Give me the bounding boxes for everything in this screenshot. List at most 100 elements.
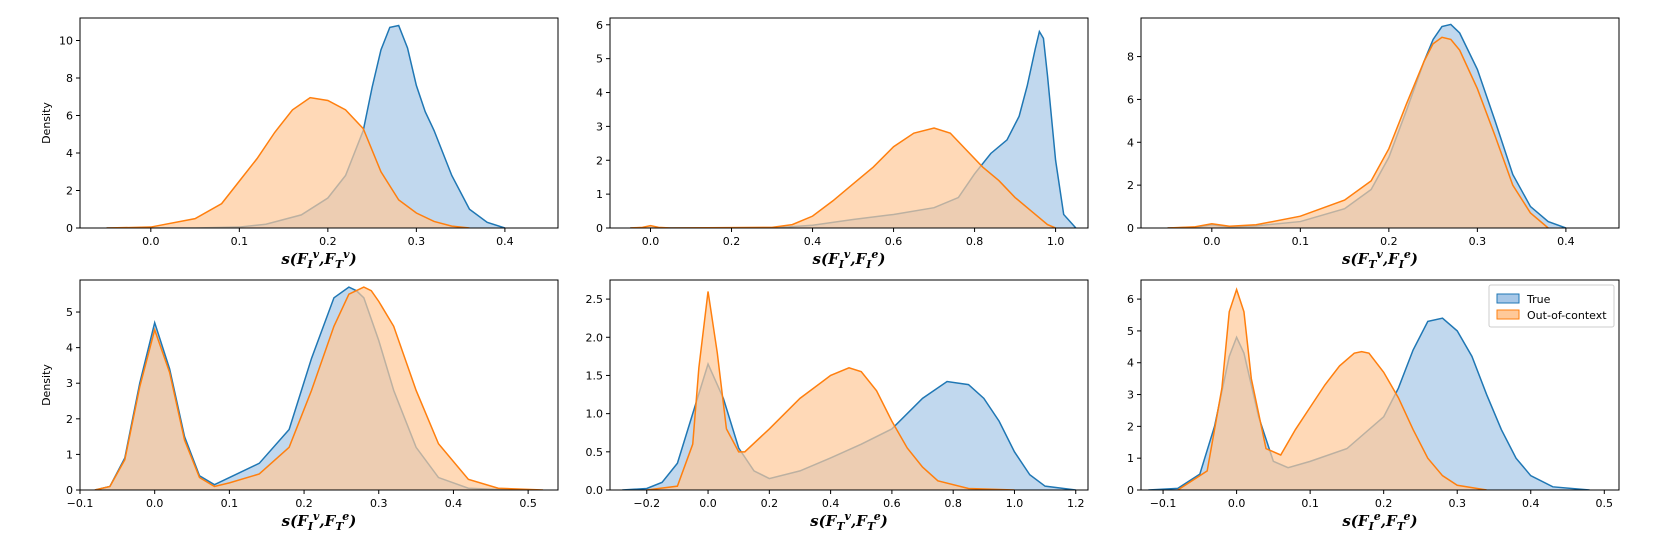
legend-box [1488,284,1615,328]
y-tick-label: 2 [596,154,603,167]
x-tick-label: 0.5 [1596,497,1614,510]
x-tick-label: 0.4 [496,235,514,248]
axes-frame [79,279,559,491]
y-tick-label: 5 [596,53,603,66]
x-tick-label: 0.0 [1228,497,1246,510]
x-tick-label: 0.1 [1301,497,1319,510]
y-axis-label: Density [40,364,53,406]
y-tick-label: 6 [66,110,73,123]
y-tick-label: 1.0 [586,408,604,421]
y-tick-label: 5 [1127,325,1134,338]
x-axis-label: s(FIv,FTe) [282,510,357,533]
x-tick-label: 1.0 [1006,497,1024,510]
y-tick-label: 0.0 [586,484,604,497]
panel-1: 0.0 0.1 0.2 0.3 0.4 0 2 4 6 8 10 Density s(FIv,FTv) [40,17,559,271]
legend-label-ooc: Out-of-context [1527,309,1607,322]
y-tick-label: 4 [596,87,603,100]
x-tick-label: 0.4 [445,497,463,510]
x-tick-label: 0.2 [761,497,779,510]
y-tick-label: 2 [1127,420,1134,433]
panel-5: −0.2 0.0 0.2 0.4 0.6 0.8 1.0 1.2 0.0 0.5 1.0 1.5 2.0… [586,279,1089,533]
x-tick-label: 0.8 [944,497,962,510]
y-tick-label: 0 [1127,222,1134,235]
x-axis-label: s(FTv,FIe) [1342,248,1418,271]
legend-label-true: True [1526,293,1551,306]
legend-swatch-true [1496,293,1520,304]
x-axis-label: s(FIe,FTe) [1342,510,1417,533]
x-tick-label: 0.2 [723,235,741,248]
x-tick-label: 0.1 [231,235,249,248]
x-tick-label: 0.3 [1448,497,1466,510]
y-tick-label: 0 [66,484,73,497]
x-tick-label: 0.0 [1203,235,1221,248]
x-tick-label: 0.8 [966,235,984,248]
x-tick-label: 0.4 [1522,497,1540,510]
x-axis-label: s(FIv,FIe) [813,248,886,271]
x-tick-label: −0.2 [633,497,660,510]
y-tick-label: 3 [596,120,603,133]
x-tick-label: 0.2 [295,497,313,510]
y-tick-label: 6 [1127,293,1134,306]
y-tick-label: 8 [1127,51,1134,64]
legend-swatch-ooc [1496,309,1520,320]
y-axis-label: Density [40,102,53,144]
density-area-ooc [106,97,470,228]
x-tick-label: 0.0 [642,235,660,248]
plot-area [94,286,544,490]
y-tick-label: 1 [596,188,603,201]
x-tick-label: 0.1 [1292,235,1310,248]
y-tick-label: 1 [1127,452,1134,465]
y-tick-label: 0.5 [586,446,604,459]
axes-frame [1140,279,1620,491]
y-tick-label: 2.5 [586,293,604,306]
y-tick-label: 0 [596,222,603,235]
x-tick-label: 0.4 [804,235,822,248]
density-area-ooc [1177,289,1487,490]
axes-frame [1140,17,1620,229]
axes-frame [79,17,559,229]
panel-6: −0.1 0.0 0.1 0.2 0.3 0.4 0.5 0 1 2 3 4 5 6 s(FIe,FTe) [1127,279,1620,533]
y-tick-label: 2.0 [586,331,604,344]
axes-frame [609,279,1089,491]
plot-area [106,24,506,228]
y-tick-label: 8 [66,72,73,85]
x-tick-label: 1.2 [1067,497,1085,510]
x-tick-label: 0.2 [1380,235,1398,248]
x-tick-label: 0.2 [1375,497,1393,510]
y-tick-label: 2 [66,413,73,426]
density-line-ooc [94,286,544,490]
x-tick-label: 0.1 [221,497,239,510]
x-tick-label: 0.4 [1557,235,1575,248]
y-tick-label: 0 [66,222,73,235]
density-line-ooc [1177,287,1487,490]
x-tick-label: −0.1 [67,497,94,510]
plot-area [1148,287,1590,490]
y-tick-label: 0 [1127,484,1134,497]
x-tick-label: 0.6 [883,497,901,510]
x-axis-label: s(FIv,FTv) [281,248,356,271]
x-tick-label: 0.3 [1469,235,1487,248]
x-tick-label: 0.5 [519,497,537,510]
y-tick-label: 4 [66,147,73,160]
density-area-ooc [646,291,1015,490]
y-tick-label: 1.5 [586,369,604,382]
y-tick-label: 4 [1127,136,1134,149]
density-line-ooc [1167,36,1549,228]
y-tick-label: 2 [1127,179,1134,192]
x-tick-label: 0.3 [408,235,426,248]
plot-area [1167,23,1567,228]
x-tick-label: −0.1 [1150,497,1177,510]
y-tick-label: 6 [596,19,603,32]
y-tick-label: 5 [66,306,73,319]
x-axis-label: s(FTv,FTe) [810,510,888,533]
density-area-ooc [94,287,544,490]
y-tick-label: 1 [66,448,73,461]
y-tick-label: 2 [66,185,73,198]
legend: True Out-of-context [1488,284,1615,328]
panel-2: 0.0 0.2 0.4 0.6 0.8 1.0 0 1 2 3 4 5 6 s(FIv,FIe) [596,17,1089,271]
x-tick-label: 0.0 [142,235,160,248]
axes-frame [609,17,1089,229]
x-tick-label: 0.6 [885,235,903,248]
density-area-true [630,31,1076,228]
